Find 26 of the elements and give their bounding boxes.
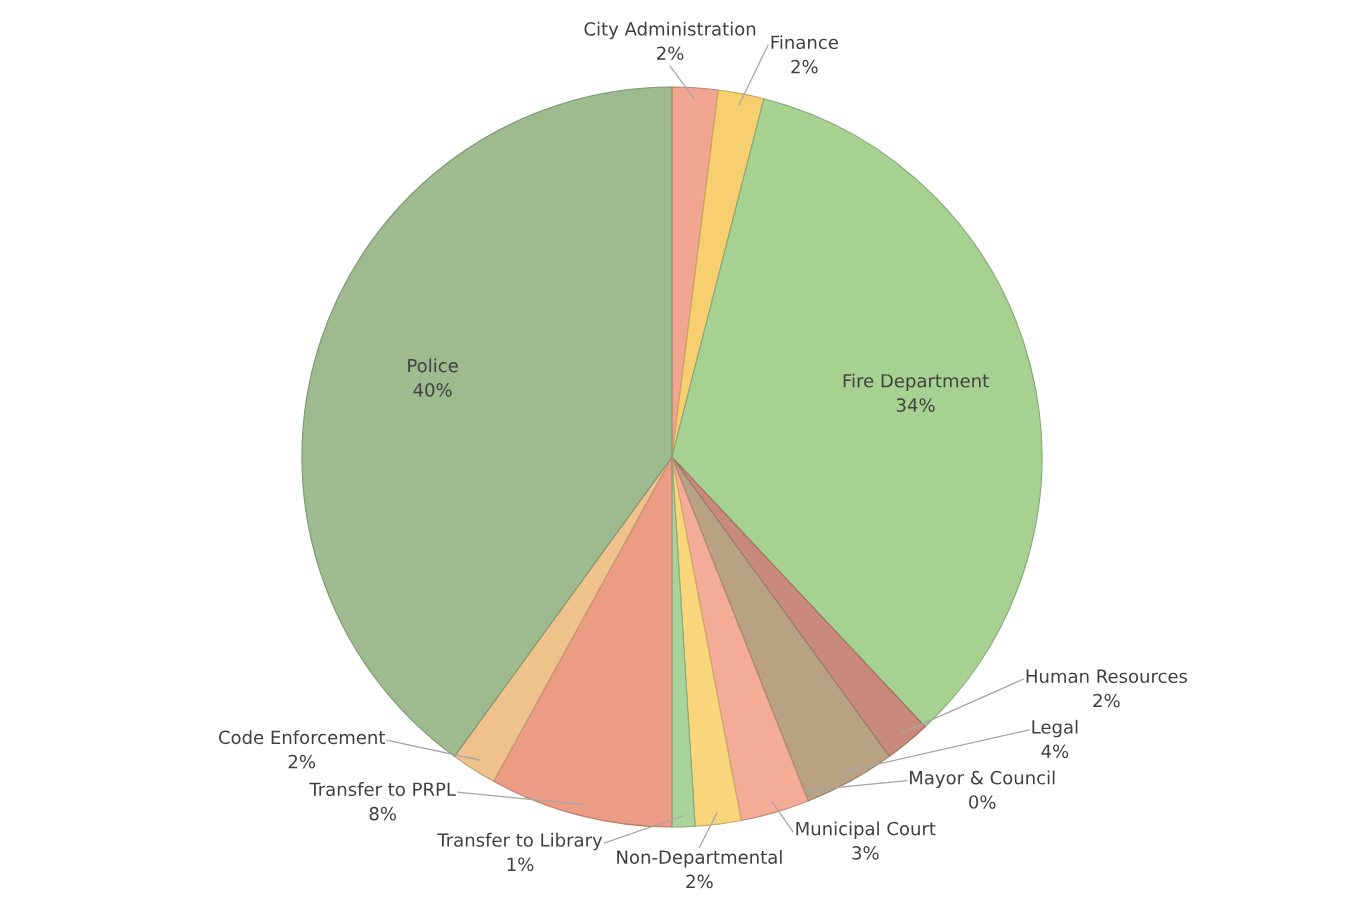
data-label: 4%	[1041, 744, 1069, 759]
slice-label: Transfer to PRPL	[309, 782, 456, 797]
slice-label: Finance	[771, 35, 838, 50]
data-label: 1%	[507, 857, 534, 872]
pie-slice	[493, 456, 673, 828]
data-label: 40%	[413, 383, 452, 397]
slice-label: City Administration	[584, 21, 756, 40]
data-label: 2%	[686, 874, 713, 889]
slice-label: Human Resources	[1026, 669, 1188, 684]
data-label: 2%	[1093, 693, 1120, 708]
pie-slice	[671, 456, 890, 802]
category-label: Mayor & Council	[910, 770, 1055, 789]
data-label: 2%	[657, 46, 684, 61]
slice-label: Fire Department	[843, 373, 989, 392]
slice-label: Code Enforcement	[218, 730, 385, 745]
data-label: 34%	[896, 398, 935, 412]
data-label: 2%	[791, 59, 818, 74]
text: 0%	[969, 795, 996, 809]
slice-label: Non-Departmental	[617, 849, 782, 868]
slice-label: Legal	[1032, 719, 1078, 738]
slice-label: Municipal Court	[796, 821, 936, 839]
data-label: 2%	[288, 754, 316, 769]
data-label: 3%	[852, 846, 879, 860]
slice-label: Police	[408, 358, 458, 373]
slice-label: Transfer to Library	[437, 832, 603, 851]
data-label: 8%	[369, 806, 397, 821]
